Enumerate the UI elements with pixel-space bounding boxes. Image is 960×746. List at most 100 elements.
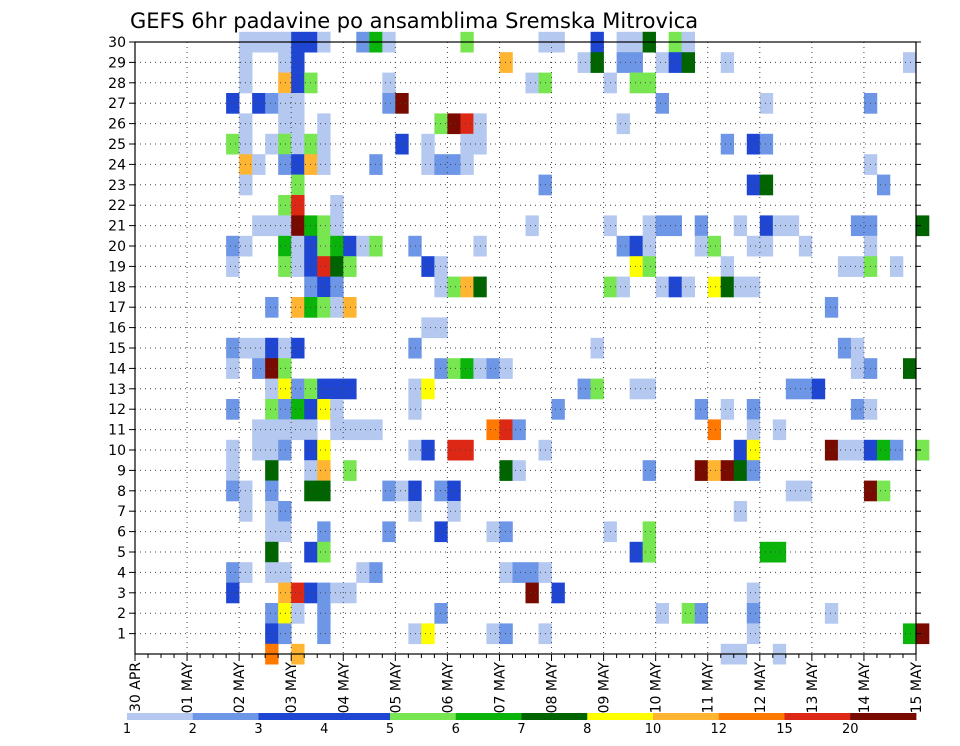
heatmap-cell <box>278 235 292 257</box>
heatmap-cell <box>837 337 852 359</box>
heatmap-cell <box>265 439 279 461</box>
heatmap-cell <box>265 603 279 624</box>
heatmap-cell <box>434 276 448 298</box>
heatmap-cell <box>421 154 435 175</box>
heatmap-cell <box>278 562 292 583</box>
heatmap-cell <box>460 358 474 379</box>
heatmap-cell <box>447 358 461 379</box>
y-tick-label: 1 <box>117 627 126 643</box>
heatmap-cell <box>655 603 669 624</box>
heatmap-cell <box>746 603 761 624</box>
heatmap-cell <box>525 72 539 94</box>
y-tick-label: 20 <box>108 239 126 255</box>
heatmap-cell <box>252 215 266 237</box>
heatmap-cell <box>916 439 930 461</box>
heatmap-cell <box>252 439 266 461</box>
heatmap-cell <box>291 419 305 441</box>
heatmap-cell <box>460 154 474 175</box>
heatmap-cell <box>785 480 800 502</box>
heatmap-cell <box>226 337 240 359</box>
legend-label: 6 <box>452 722 460 737</box>
heatmap-cell <box>512 562 526 583</box>
heatmap-cell <box>499 419 513 441</box>
heatmap-cell <box>226 439 240 461</box>
y-tick-label: 19 <box>108 259 126 275</box>
x-tick-label: 11 MAY <box>701 662 717 714</box>
heatmap-cell <box>278 378 292 400</box>
heatmap-cell <box>343 582 357 604</box>
heatmap-cell <box>590 337 604 359</box>
heatmap-cell <box>265 378 279 400</box>
y-tick-label: 22 <box>108 198 126 214</box>
heatmap-cell <box>291 195 305 216</box>
heatmap-cell <box>902 623 917 645</box>
x-tick-label: 07 MAY <box>492 662 508 714</box>
heatmap-cell <box>395 93 409 114</box>
heatmap-cell <box>265 297 279 318</box>
heatmap-cell <box>746 133 761 155</box>
heatmap-cell <box>330 256 344 277</box>
heatmap-cell <box>616 235 630 257</box>
heatmap-cell <box>330 297 344 318</box>
heatmap-cell <box>681 276 696 298</box>
y-tick-label: 10 <box>108 443 126 459</box>
heatmap-cell <box>590 378 604 400</box>
x-tick-label: 05 MAY <box>388 662 404 714</box>
heatmap-cell <box>720 460 735 481</box>
heatmap-cell <box>330 419 344 441</box>
heatmap-cell <box>850 439 865 461</box>
heatmap-cell <box>772 419 787 441</box>
heatmap-cell <box>499 623 513 645</box>
heatmap-cell <box>317 133 331 155</box>
heatmap-cell <box>616 52 630 73</box>
heatmap-cell <box>291 256 305 277</box>
heatmap-cell <box>265 562 279 583</box>
y-tick-label: 28 <box>108 76 126 92</box>
heatmap-cell <box>642 460 656 481</box>
heatmap-cell <box>382 480 396 502</box>
heatmap-cell <box>382 72 396 94</box>
heatmap-cell <box>629 235 643 257</box>
heatmap-cell <box>655 93 669 114</box>
y-tick-label: 4 <box>117 565 126 581</box>
heatmap-cell <box>226 133 240 155</box>
heatmap-cell <box>876 174 891 196</box>
heatmap-cell <box>278 603 292 624</box>
heatmap-cell <box>434 154 448 175</box>
y-tick-label: 6 <box>117 525 126 541</box>
heatmap-cell <box>330 195 344 216</box>
legend-swatch <box>587 713 654 720</box>
heatmap-cell <box>746 235 761 257</box>
heatmap-cell <box>421 256 435 277</box>
heatmap-cell <box>694 399 709 420</box>
y-tick-label: 9 <box>117 463 126 479</box>
heatmap-cell <box>265 133 279 155</box>
heatmap-cell <box>876 480 891 502</box>
heatmap-cell <box>421 439 435 461</box>
y-tick-label: 29 <box>108 55 126 71</box>
heatmap-cell <box>889 439 904 461</box>
legend-label: 20 <box>842 722 859 737</box>
color-legend: 1 2 3 4 5 6 7 8 10 12 15 20 <box>123 713 917 737</box>
heatmap-cell <box>837 439 852 461</box>
heatmap-cell <box>486 419 500 441</box>
heatmap-cell <box>343 419 357 441</box>
heatmap-cell <box>616 113 630 135</box>
heatmap-cell <box>343 235 357 257</box>
heatmap-cell <box>681 603 696 624</box>
x-tick-label: 04 MAY <box>336 662 352 714</box>
heatmap-cell <box>746 419 761 441</box>
heatmap-cell <box>252 337 266 359</box>
y-tick-label: 2 <box>117 606 126 622</box>
y-tick-label: 25 <box>108 137 126 153</box>
legend-swatch <box>653 713 720 720</box>
heatmap-cell <box>252 358 266 379</box>
heatmap-cell <box>278 521 292 543</box>
legend-label: 3 <box>254 722 262 737</box>
legend-label: 7 <box>517 722 525 737</box>
legend-label: 5 <box>386 722 394 737</box>
heatmap-cell <box>356 419 370 441</box>
heatmap-cell <box>707 460 722 481</box>
heatmap-cell <box>447 113 461 135</box>
heatmap-cell <box>655 276 669 298</box>
